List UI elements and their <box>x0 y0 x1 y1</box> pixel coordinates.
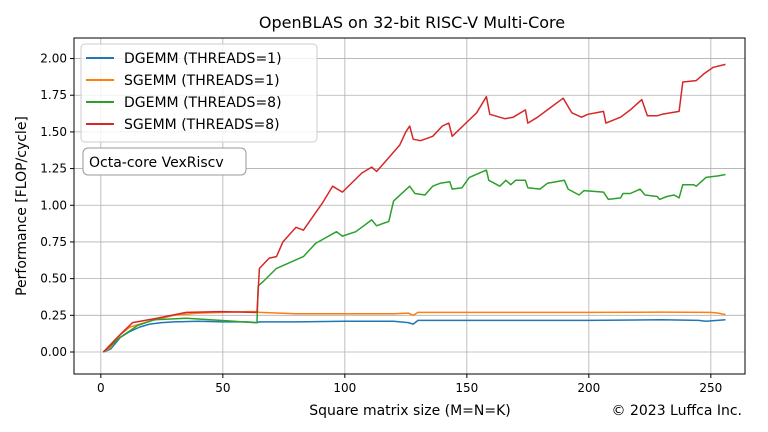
series-line-1 <box>102 310 726 353</box>
copyright-text: © 2023 Luffca Inc. <box>612 403 742 419</box>
y-tick-label: 0.50 <box>40 272 67 286</box>
series-line-2 <box>102 169 726 353</box>
x-tick-label: 250 <box>699 381 722 395</box>
x-tick-label: 0 <box>97 381 105 395</box>
y-tick-label: 0.25 <box>40 308 67 322</box>
y-axis-ticks: 0.00 0.25 0.50 0.75 1.00 1.25 1.50 1.75 2.00 <box>40 52 74 359</box>
x-tick-label: 150 <box>455 381 478 395</box>
x-tick-label: 50 <box>215 381 230 395</box>
y-tick-label: 1.00 <box>40 198 67 212</box>
annotation-box: Octa-core VexRiscv <box>82 147 247 176</box>
legend-label: SGEMM (THREADS=1) <box>124 73 280 89</box>
x-tick-label: 100 <box>333 381 356 395</box>
x-tick-label: 200 <box>577 381 600 395</box>
series-line-3 <box>102 63 726 353</box>
y-tick-label: 0.00 <box>40 345 67 359</box>
plot-frame <box>73 37 746 375</box>
y-tick-label: 1.75 <box>40 88 67 102</box>
legend-label: SGEMM (THREADS=8) <box>124 117 280 133</box>
x-axis-label: Square matrix size (M=N=K) <box>309 403 511 419</box>
x-axis-ticks: 0 50 100 150 200 250 <box>97 374 722 395</box>
chart-title: OpenBLAS on 32-bit RISC-V Multi-Core <box>259 13 565 32</box>
y-tick-label: 1.50 <box>40 125 67 139</box>
legend-label: DGEMM (THREADS=1) <box>124 51 282 67</box>
y-tick-label: 1.25 <box>40 162 67 176</box>
y-tick-label: 2.00 <box>40 52 67 66</box>
y-axis-label: Performance [FLOP/cycle] <box>14 116 30 296</box>
series-lines <box>102 63 726 353</box>
annotation-text: Octa-core VexRiscv <box>89 155 224 171</box>
legend-label: DGEMM (THREADS=8) <box>124 95 282 111</box>
y-tick-label: 0.75 <box>40 235 67 249</box>
series-line-0 <box>103 318 726 353</box>
legend: DGEMM (THREADS=1) SGEMM (THREADS=1) DGEMM … <box>80 43 318 143</box>
